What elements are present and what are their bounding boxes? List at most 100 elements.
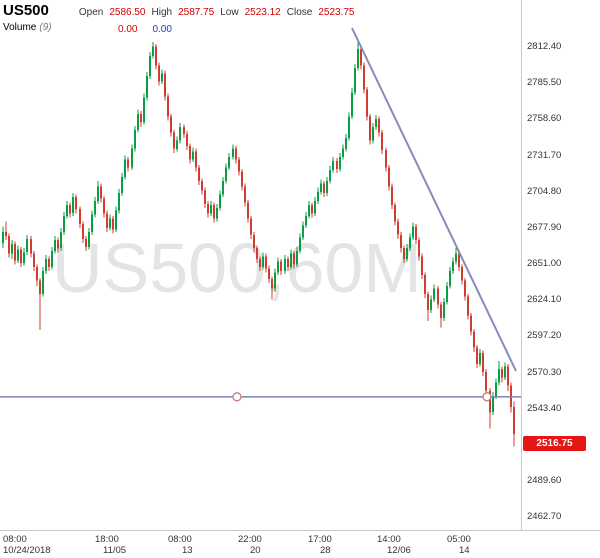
- candle: [195, 148, 197, 172]
- candle: [149, 51, 151, 79]
- descending-trendline[interactable]: [351, 27, 517, 372]
- candle: [137, 109, 139, 133]
- candle: [72, 193, 74, 216]
- candle: [339, 152, 341, 172]
- candle: [479, 349, 481, 367]
- candle: [280, 259, 282, 276]
- candle: [14, 241, 16, 265]
- high-value: 2587.75: [178, 7, 215, 18]
- candle: [501, 366, 503, 383]
- candle: [36, 264, 38, 286]
- candle: [277, 257, 279, 276]
- candle: [222, 177, 224, 198]
- indicator-row: Volume (9): [3, 22, 354, 33]
- candle: [320, 179, 322, 195]
- volume-label: Volume: [3, 22, 37, 33]
- candle: [311, 202, 313, 218]
- candle: [134, 125, 136, 152]
- candle: [427, 291, 429, 321]
- candle: [256, 245, 258, 263]
- candle: [152, 41, 154, 59]
- close-value: 2523.75: [318, 7, 355, 18]
- candle: [375, 115, 377, 130]
- candle: [127, 156, 129, 172]
- candle: [11, 240, 13, 259]
- candle: [388, 164, 390, 191]
- candle: [143, 93, 145, 125]
- candle: [54, 236, 56, 254]
- candle: [507, 363, 509, 391]
- candle: [354, 64, 356, 95]
- candle: [2, 226, 4, 249]
- candle: [173, 129, 175, 153]
- candle: [250, 216, 252, 239]
- candle: [219, 190, 221, 211]
- candle: [403, 245, 405, 263]
- candle: [265, 253, 267, 273]
- candle: [329, 166, 331, 184]
- line-anchor-handle[interactable]: [482, 392, 492, 402]
- candle: [259, 256, 261, 272]
- candle: [106, 210, 108, 233]
- candle: [394, 202, 396, 226]
- candle: [192, 147, 194, 163]
- candle: [26, 234, 28, 255]
- candle: [342, 144, 344, 160]
- candle: [183, 124, 185, 138]
- candle: [207, 201, 209, 218]
- candle: [372, 123, 374, 144]
- candle: [176, 136, 178, 152]
- candle: [189, 143, 191, 164]
- candle: [470, 312, 472, 336]
- candle: [235, 146, 237, 164]
- candle: [495, 378, 497, 399]
- candle: [60, 228, 62, 251]
- candle: [238, 156, 240, 176]
- candle: [348, 112, 350, 141]
- candle: [452, 257, 454, 274]
- candle: [79, 206, 81, 229]
- candle: [118, 189, 120, 214]
- candle: [204, 187, 206, 208]
- candle: [232, 144, 234, 160]
- candle: [314, 197, 316, 216]
- line-anchor-handle[interactable]: [232, 392, 242, 402]
- candle: [476, 345, 478, 368]
- candle: [332, 156, 334, 173]
- candle: [216, 203, 218, 222]
- candle: [112, 216, 114, 234]
- candle: [415, 224, 417, 245]
- candle: [317, 187, 319, 204]
- candle: [378, 116, 380, 137]
- candle: [424, 272, 426, 298]
- volume-value-2: 0.00: [152, 24, 172, 35]
- candle: [198, 164, 200, 185]
- candle: [33, 250, 35, 272]
- candle: [308, 201, 310, 219]
- candle: [213, 202, 215, 223]
- candle: [115, 206, 117, 233]
- candle: [305, 211, 307, 229]
- candle: [210, 201, 212, 216]
- candle: [103, 195, 105, 218]
- candle: [268, 265, 270, 284]
- candle: [63, 211, 65, 235]
- candle: [458, 250, 460, 272]
- candle: [492, 392, 494, 415]
- candle: [336, 158, 338, 173]
- candle: [94, 197, 96, 218]
- candle: [293, 250, 295, 269]
- candle: [385, 147, 387, 172]
- candle: [302, 221, 304, 241]
- candle: [397, 218, 399, 239]
- candle: [30, 236, 32, 258]
- candle: [75, 194, 77, 214]
- candle: [57, 237, 59, 253]
- candle: [284, 255, 286, 274]
- candle: [360, 46, 362, 70]
- candle: [253, 232, 255, 253]
- candle: [440, 302, 442, 328]
- candle: [161, 69, 163, 85]
- candle: [446, 281, 448, 305]
